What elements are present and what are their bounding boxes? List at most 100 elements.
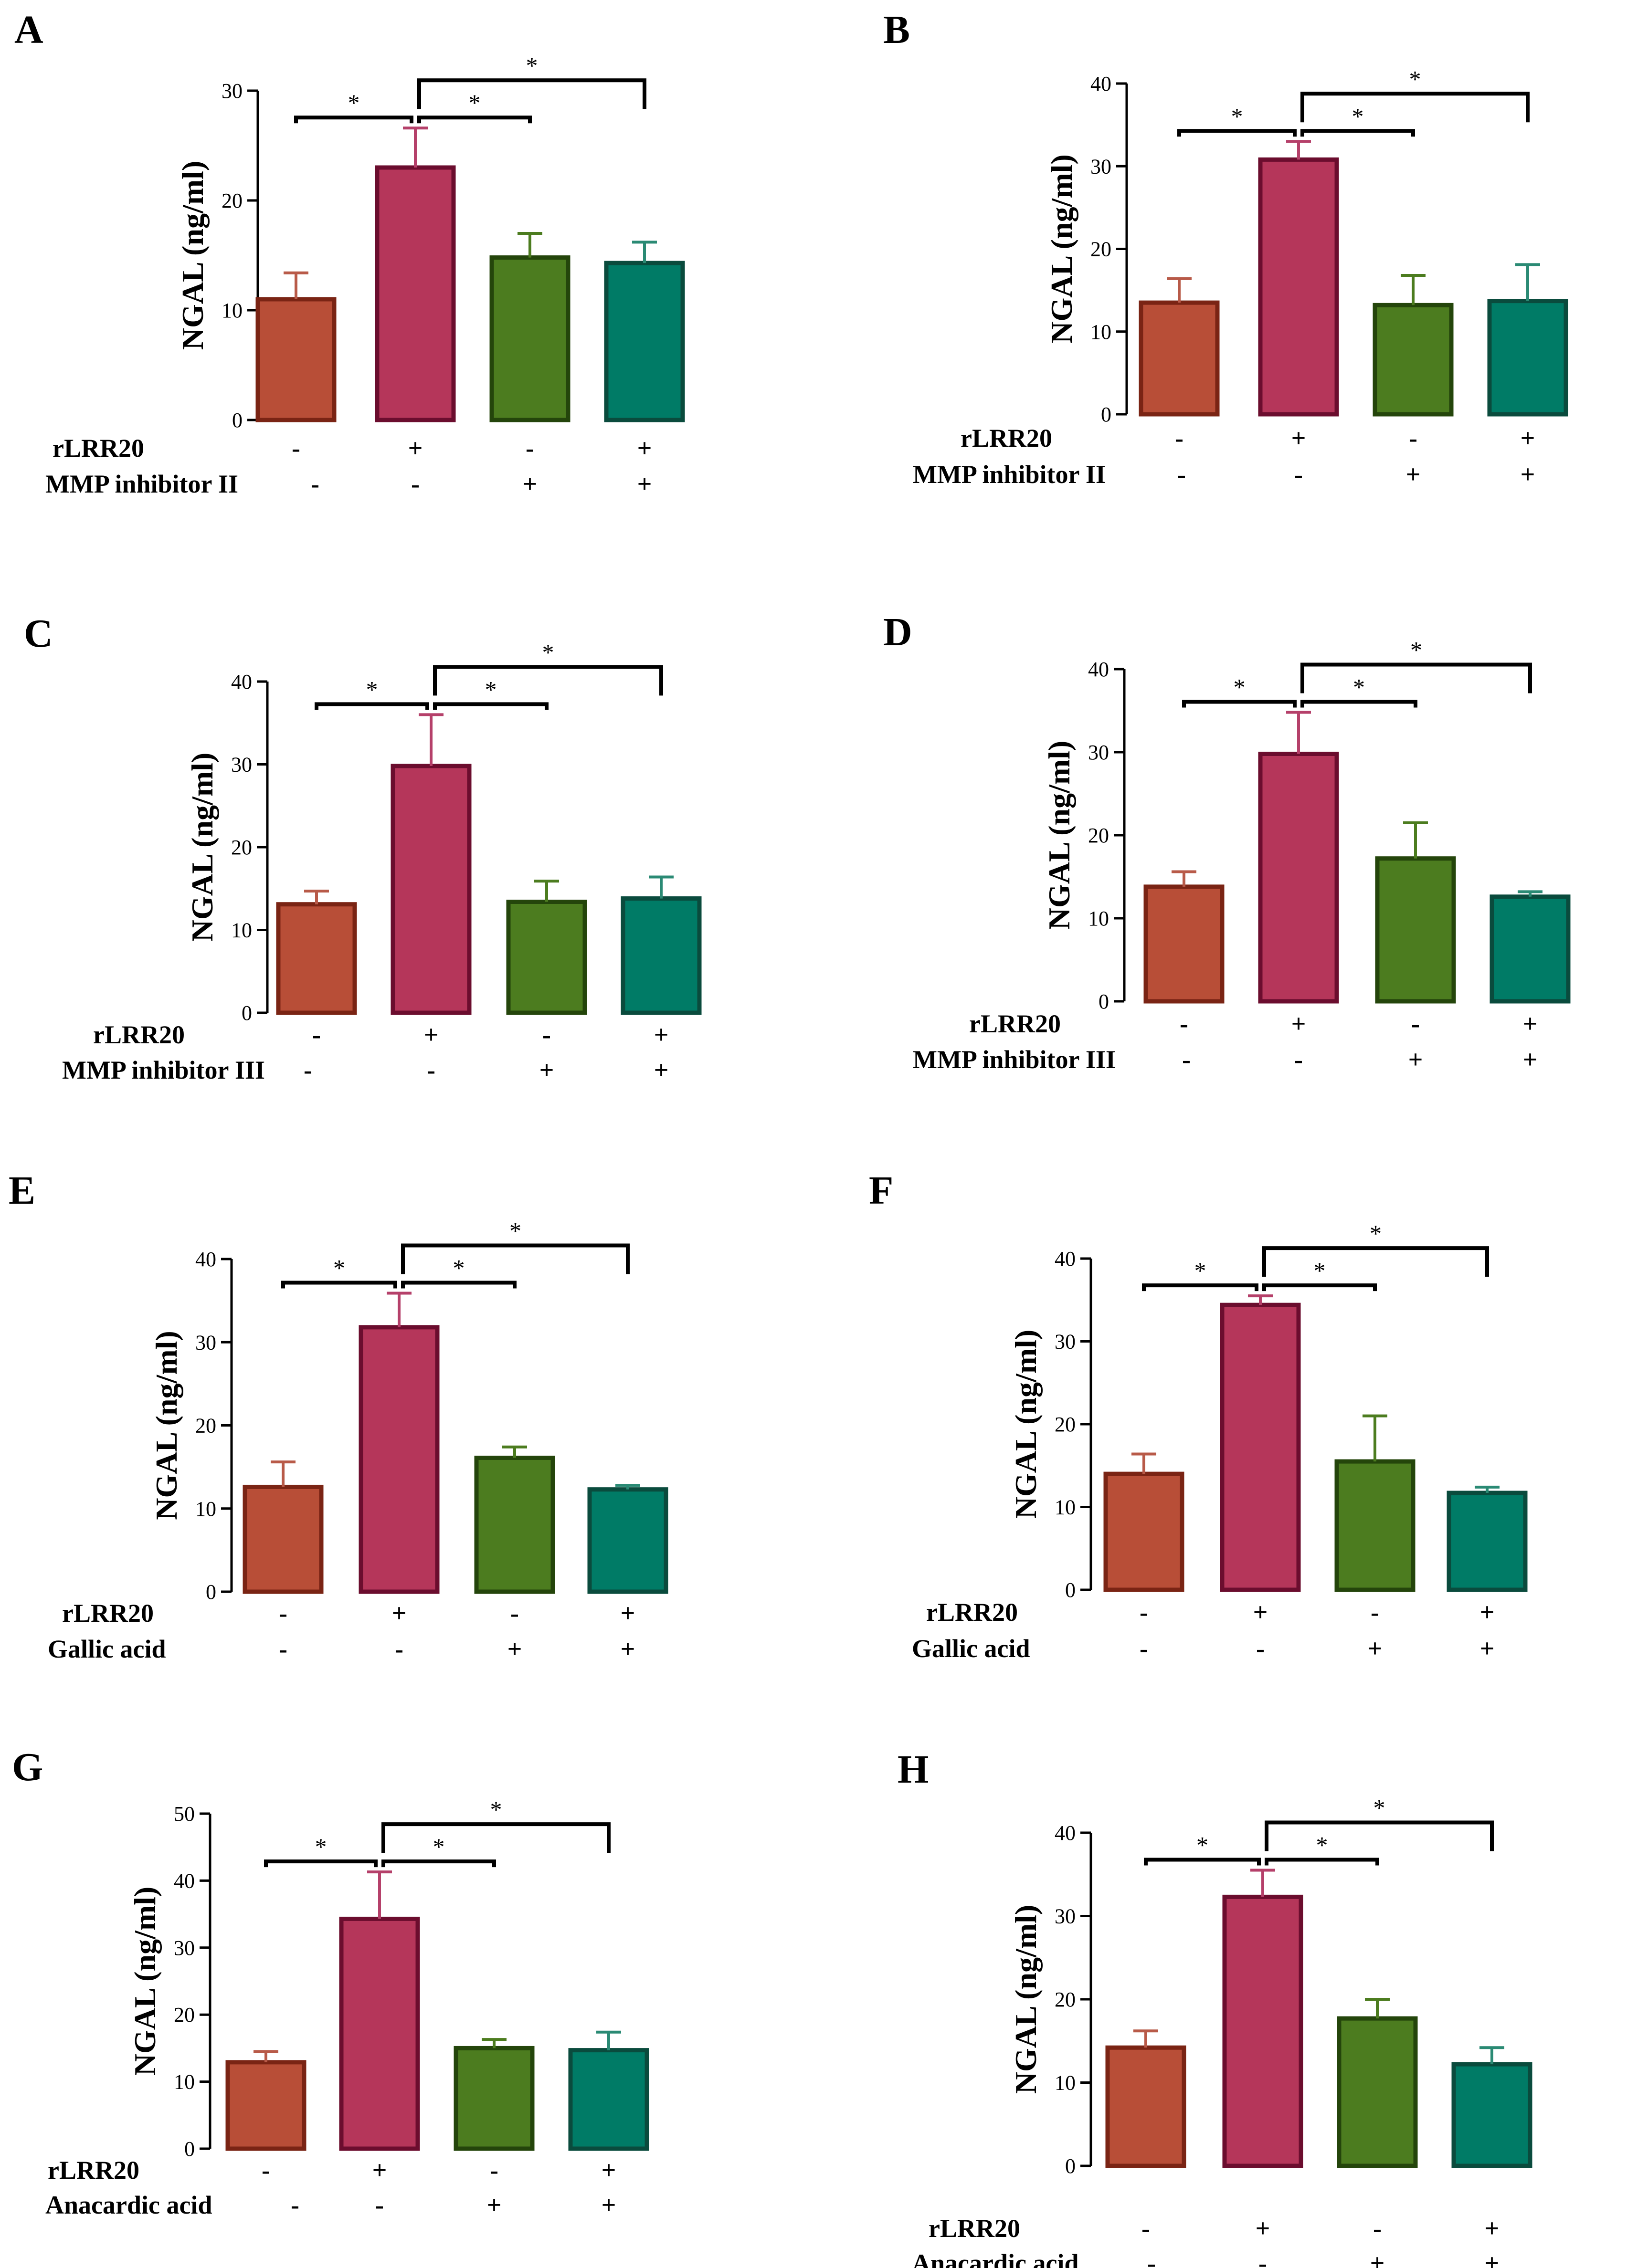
rllr20-row-label: rLRR20 [929,2214,1020,2243]
significance-star: * [542,639,554,665]
significance-bracket [294,116,413,124]
y-axis-label: NGAL (ng/ml) [185,753,219,942]
significance-bracket [417,116,532,124]
panel-c: C 0 10 20 30 40 NGAL (ng/ml) * * * rLRR20 MMP inhib… [24,611,702,1084]
y-tick-label: 40 [231,670,252,693]
inhibitor-sign: + [654,1056,669,1084]
significance-star: * [1194,1257,1206,1284]
y-axis-label: NGAL (ng/ml) [1009,1905,1043,2094]
rllr20-sign: - [1409,424,1417,452]
bar [391,764,472,1015]
significance-star: * [1231,103,1243,129]
panel-a: A 0 10 20 30 NGAL (ng/ml) * * * rLRR20 MMP inhibit… [14,8,685,498]
y-tick-label: 40 [1055,1247,1076,1270]
bar [1447,1491,1528,1592]
inhibitor-sign: + [539,1056,554,1084]
y-tick-label: 30 [231,753,252,777]
bar [1258,751,1339,1004]
significance-star: * [366,676,378,703]
y-tick-label: 20 [1055,1413,1076,1436]
bar [587,1487,668,1594]
inhibitor-sign: - [1147,2249,1156,2268]
y-axis-label: NGAL (ng/ml) [128,1887,162,2076]
inhibitor-sign: + [637,470,652,498]
y-tick-label: 30 [222,79,243,103]
inhibitor-sign: - [1177,460,1186,489]
significance-bracket [433,702,549,710]
panel-letter: G [12,1745,43,1789]
inhibitor-sign: - [375,2191,384,2219]
bar [1487,299,1568,417]
inhibitor-row-label: Anacardic acid [45,2191,212,2219]
significance-bracket [315,702,429,710]
inhibitor-sign: + [487,2191,502,2219]
significance-star: * [1234,673,1246,700]
y-tick-label: 40 [1088,658,1109,681]
bar [1337,2016,1418,2168]
rllr20-row-label: rLRR20 [93,1020,185,1049]
inhibitor-sign: - [1294,1045,1303,1074]
bar [276,902,357,1015]
rllr20-sign: - [1411,1009,1420,1038]
y-tick-label: 20 [1090,238,1111,261]
inhibitor-sign: - [1140,1634,1148,1663]
y-tick-label: 30 [174,1936,195,1960]
y-tick-label: 40 [174,1869,195,1892]
inhibitor-sign: + [1408,1045,1423,1074]
panel-letter: B [883,8,910,52]
significance-bracket [417,78,646,109]
rllr20-sign: - [1175,424,1183,452]
rllr20-sign: + [1291,424,1306,452]
panel-letter: C [24,611,53,656]
inhibitor-sign: - [427,1056,435,1084]
significance-bracket [1300,662,1532,693]
rllr20-sign: + [1291,1009,1306,1038]
rllr20-sign: - [1141,2214,1150,2243]
bar [375,165,456,422]
rllr20-sign: - [510,1599,519,1628]
significance-star: * [348,89,360,116]
significance-bracket [1262,1283,1377,1292]
significance-bracket [401,1243,630,1274]
rllr20-sign: + [408,434,423,462]
significance-star: * [469,89,481,116]
y-tick-label: 30 [1088,741,1109,764]
bar [604,261,685,422]
significance-bracket [1262,1246,1489,1277]
significance-bracket [433,665,663,696]
y-axis-label: NGAL (ng/ml) [1045,154,1078,343]
y-tick-label: 10 [222,299,243,322]
significance-star: * [490,1796,502,1823]
inhibitor-sign: + [1521,460,1535,489]
inhibitor-sign: + [507,1635,522,1663]
inhibitor-sign: - [304,1056,312,1084]
y-tick-label: 10 [195,1497,216,1521]
significance-bracket [1142,1283,1258,1292]
significance-star: * [1410,636,1422,663]
inhibitor-sign: + [1523,1045,1538,1074]
panel-d: D 0 10 20 30 40 NGAL (ng/ml) * * * rLRR20 MMP inhib… [883,610,1571,1074]
inhibitor-sign: - [1182,1045,1191,1074]
inhibitor-sign: + [621,1635,635,1663]
panel-letter: A [14,8,43,52]
significance-star: * [315,1833,327,1860]
y-tick-label: 0 [232,409,243,432]
significance-bracket [381,1822,611,1853]
significance-star: * [1373,1795,1385,1821]
y-tick-label: 40 [195,1248,216,1271]
bar [454,2046,535,2151]
y-axis-label: NGAL (ng/ml) [149,1331,183,1520]
bar [255,297,337,422]
y-tick-label: 0 [1065,1578,1076,1602]
panel-letter: F [869,1168,893,1213]
inhibitor-row-label: MMP inhibitor III [913,1045,1116,1074]
rllr20-sign: + [1480,1598,1495,1627]
y-tick-label: 30 [1055,1330,1076,1354]
rllr20-sign: + [1523,1009,1538,1038]
significance-bracket [1177,129,1297,137]
rllr20-sign: - [1180,1009,1188,1038]
panel-g: G 0 10 20 30 40 50 NGAL (ng/ml) * * * rLRR20 Anacard… [12,1745,649,2219]
panel-f: F 0 10 20 30 40 NGAL (ng/ml) * * * rLRR20 Gallic ac… [869,1168,1528,1663]
panel-letter: E [9,1168,35,1213]
rllr20-row-label: rLRR20 [48,2156,139,2184]
